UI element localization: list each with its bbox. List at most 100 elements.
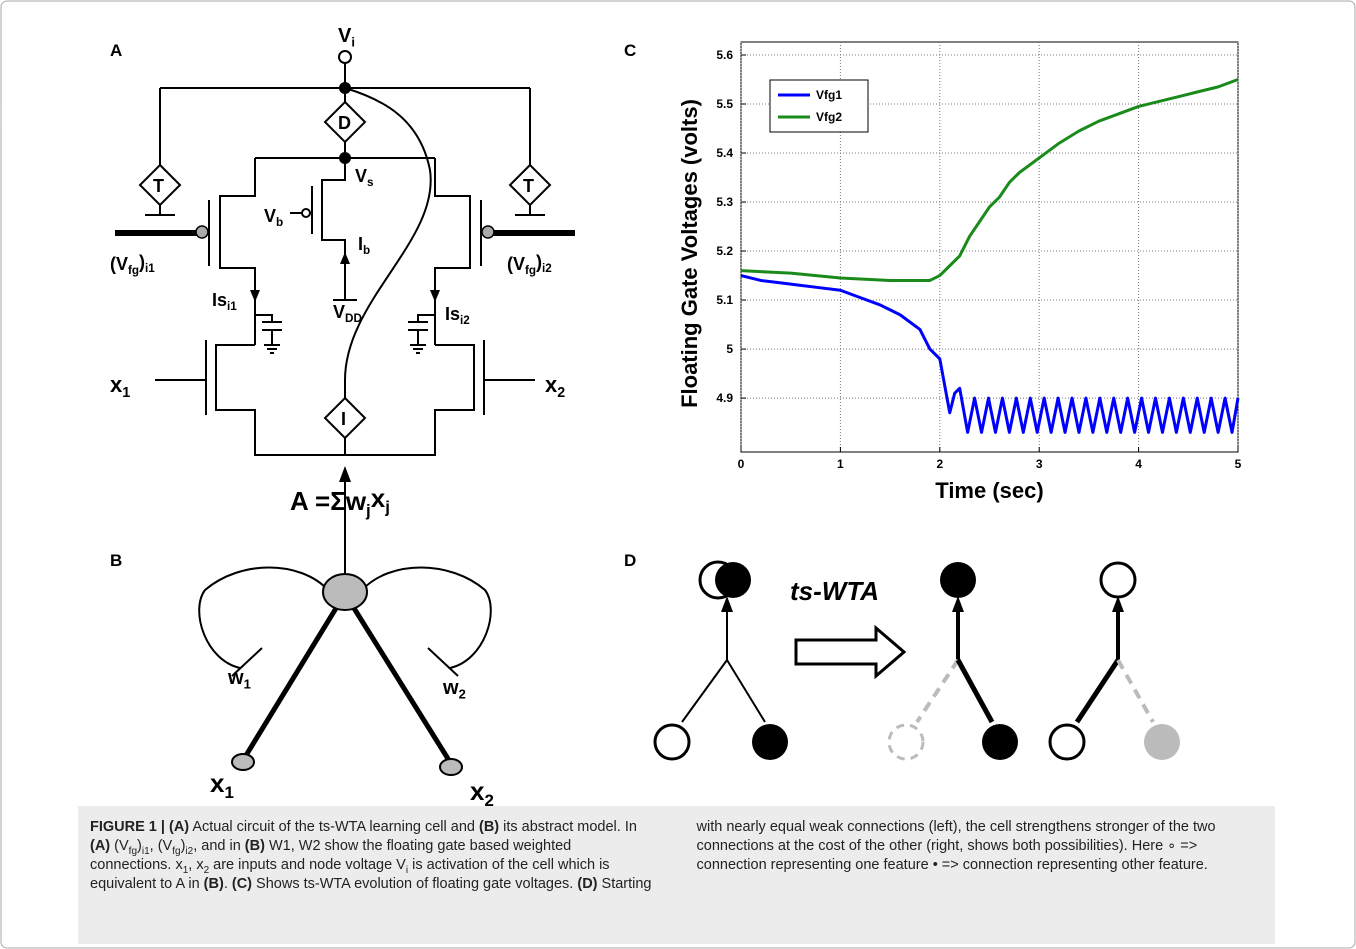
caption: FIGURE 1 | (A) Actual circuit of the ts-…: [78, 806, 1275, 944]
y-tick-label: 5.5: [716, 97, 733, 111]
label-text: ): [536, 252, 542, 272]
x-tick-label: 0: [738, 457, 745, 471]
y-axis-label: Floating Gate Voltages (volts): [677, 99, 702, 408]
caption-text: (A): [90, 838, 111, 854]
chart: 4.9 5 5.1 5.2 5.3 5.4 5.5 5.6 0 1 2 3 4 5 Time (sec) Fl…: [677, 41, 1242, 503]
subscript: 2: [557, 385, 565, 401]
x-tick-label: 4: [1135, 457, 1142, 471]
caption-text: (B): [478, 819, 500, 835]
model-label: w2: [442, 677, 466, 702]
label-text: x: [210, 768, 225, 798]
label-text: V: [338, 25, 352, 47]
transition-label: ts-WTA: [790, 576, 879, 606]
circuit-label: Vb: [264, 206, 283, 229]
x-tick-label: 1: [837, 457, 844, 471]
caption-text: W1, W2 show the floating gate based weig…: [90, 838, 572, 873]
label-text: w: [442, 677, 459, 699]
caption-text: fg: [172, 845, 181, 857]
subscript: j: [384, 498, 390, 517]
caption-text: (D): [577, 876, 598, 892]
legend-label: Vfg1: [816, 88, 842, 102]
caption-text: Starting with nearly equal weak connecti…: [597, 819, 1216, 892]
subscript: b: [276, 216, 283, 229]
circuit-label: VDD: [333, 302, 362, 325]
circuit-label: Vi: [338, 25, 355, 50]
model-label: x2: [470, 776, 494, 810]
caption-text: (V: [110, 838, 129, 854]
caption-text: FIGURE 1 | (A): [90, 819, 190, 835]
caption-text: Actual circuit of the ts-WTA learning ce…: [189, 819, 479, 835]
panel-label: D: [624, 551, 636, 570]
label-text: T: [523, 176, 534, 196]
circuit-label: x2: [545, 372, 565, 401]
caption-text: , (V: [149, 838, 173, 854]
caption-text: are inputs and node voltage V: [209, 857, 406, 873]
y-tick-label: 5.3: [716, 195, 733, 209]
caption-text: , x: [188, 857, 204, 873]
y-tick-label: 5.1: [716, 293, 733, 307]
model: [198, 466, 492, 776]
subscript: i: [351, 35, 355, 50]
model-label: x1: [210, 768, 234, 802]
legend-box: [769, 79, 869, 133]
label-text: x: [545, 372, 558, 397]
circuit-half: [115, 88, 345, 456]
label-text: V: [333, 302, 345, 322]
subscript: i2: [460, 314, 470, 327]
label-text: w: [227, 667, 244, 689]
subscript: j: [365, 501, 371, 520]
label-text: Is: [212, 290, 227, 310]
data-line: [740, 78, 1239, 282]
data-line: [740, 274, 1240, 434]
label-text: x: [371, 483, 386, 513]
y-tick-label: 5.2: [716, 244, 733, 258]
y-tick-label: 5.6: [716, 48, 733, 62]
circuit-label: (Vfg)i1: [110, 252, 155, 277]
circuit-label: T: [523, 176, 534, 196]
subscript: 1: [122, 385, 130, 401]
subscript: fg: [525, 264, 536, 277]
label-text: D: [338, 113, 351, 133]
subscript: 2: [484, 791, 493, 810]
label-text: x: [110, 372, 123, 397]
caption-text: (B): [244, 838, 265, 854]
circuit-label: Ib: [358, 234, 370, 257]
subscript: s: [367, 176, 374, 189]
circuit-label: x1: [110, 372, 130, 401]
panel-label: C: [624, 41, 636, 60]
caption-text: Shows ts-WTA evolution of floating gate …: [252, 876, 578, 892]
subscript: 1: [244, 677, 251, 692]
caption-text: i1: [141, 845, 150, 857]
circuit-label: I: [341, 409, 346, 429]
caption-text: .: [223, 876, 232, 892]
circuit-label: T: [153, 176, 164, 196]
x-axis-label: Time (sec): [935, 478, 1043, 503]
subscript: b: [363, 244, 370, 257]
x-tick-label: 5: [1235, 457, 1242, 471]
caption-text: (B): [203, 876, 224, 892]
label-text: V: [264, 206, 276, 226]
caption-text: 1: [182, 864, 189, 876]
x-tick-label: 3: [1036, 457, 1043, 471]
caption-text: its abstract model. In: [499, 819, 637, 835]
y-tick-label: 4.9: [716, 391, 733, 405]
label-text: I: [358, 234, 363, 254]
label-text: T: [153, 176, 164, 196]
caption-text: ): [180, 838, 186, 854]
subscript: 1: [224, 783, 233, 802]
x-tick-label: 2: [936, 457, 943, 471]
model-label: A =Σwjxj: [290, 483, 390, 520]
model-label: w1: [227, 667, 251, 692]
circuit-label: Vs: [355, 166, 374, 189]
circuit-label: (Vfg)i2: [507, 252, 552, 277]
caption-text: 2: [203, 864, 210, 876]
circuit-label: Isi2: [445, 304, 470, 327]
caption-text: i: [405, 864, 409, 876]
label-text: V: [355, 166, 367, 186]
subscript: i1: [227, 300, 237, 313]
label-text: ): [139, 252, 145, 272]
label-text: Is: [445, 304, 460, 324]
subscript: fg: [128, 264, 139, 277]
